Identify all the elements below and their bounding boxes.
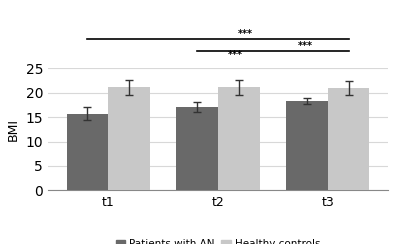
Bar	[328, 88, 369, 190]
Y-axis label: BMI: BMI	[7, 118, 20, 141]
Text: ***: ***	[238, 29, 253, 39]
Text: ***: ***	[298, 41, 313, 51]
Bar	[67, 114, 108, 190]
Text: ***: ***	[228, 50, 243, 60]
Bar	[176, 107, 218, 190]
Legend: Patients with AN, Healthy controls: Patients with AN, Healthy controls	[112, 235, 324, 244]
Bar	[108, 87, 150, 190]
Bar	[286, 101, 328, 190]
Bar	[218, 87, 260, 190]
